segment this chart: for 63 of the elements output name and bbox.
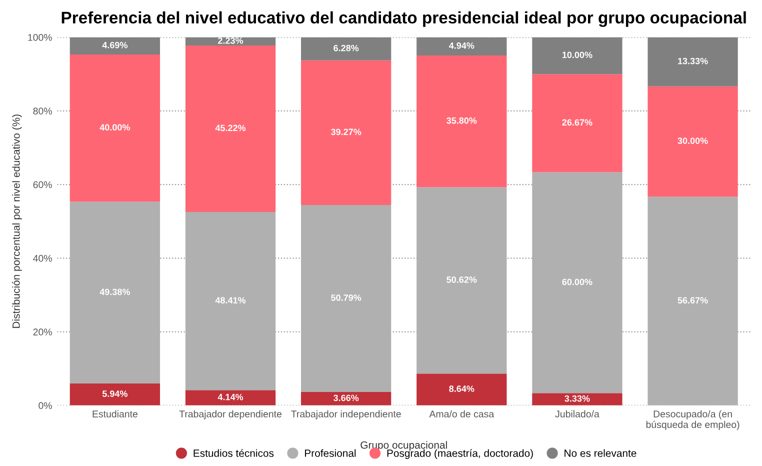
data-label: 4.69% xyxy=(102,42,128,48)
data-label: 3.66% xyxy=(333,394,359,402)
data-label: 5.94% xyxy=(102,390,128,397)
x-tick-label: Desocupado/a (en búsqueda de empleo) xyxy=(646,410,740,430)
bar xyxy=(70,202,160,384)
x-tick-label: Trabajador independiente xyxy=(291,410,401,420)
bar xyxy=(70,54,160,202)
legend-label: No es relevante xyxy=(564,449,636,457)
bar xyxy=(301,60,392,205)
data-label: 60.00% xyxy=(562,278,592,286)
x-tick-label: Jubilado/a xyxy=(555,410,600,418)
data-label: 50.62% xyxy=(446,276,477,283)
x-tick-label: Trabajador dependiente xyxy=(179,410,282,420)
bar xyxy=(301,392,392,406)
legend-label: Posgrado (maestría, doctorado) xyxy=(387,449,533,459)
data-label: 35.80% xyxy=(446,117,477,124)
bar xyxy=(648,196,738,406)
x-tick-label: Estudiante xyxy=(92,410,138,418)
data-label: 13.33% xyxy=(678,58,708,64)
legend-label: Estudios técnicos xyxy=(194,449,274,457)
data-label: 4.14% xyxy=(218,394,244,400)
data-label: 56.67% xyxy=(678,297,708,304)
data-label: 30.00% xyxy=(678,138,708,144)
bar xyxy=(301,204,392,392)
data-label: 8.64% xyxy=(449,386,474,392)
y-tick-label: 100% xyxy=(28,34,52,41)
bar xyxy=(416,55,507,188)
bar xyxy=(185,212,276,390)
y-tick-label: 0% xyxy=(38,402,52,410)
legend-label: Profesional xyxy=(305,449,356,457)
bar xyxy=(70,37,160,55)
bar xyxy=(532,393,622,406)
data-label: 4.94% xyxy=(448,42,474,49)
data-label: 3.33% xyxy=(564,395,590,402)
bar xyxy=(648,86,738,197)
bar xyxy=(70,384,160,406)
data-label: 39.27% xyxy=(330,128,362,136)
bar xyxy=(301,37,392,60)
data-label: 2.23% xyxy=(218,37,244,44)
bar xyxy=(416,374,507,406)
y-axis-title: Distribución porcentual por nivel educativo (%) xyxy=(12,114,22,328)
bar xyxy=(532,37,622,74)
data-label: 10.00% xyxy=(562,52,592,58)
bar xyxy=(416,187,507,374)
bar xyxy=(648,37,738,86)
bar xyxy=(185,45,276,212)
x-tick-label: Ama/o de casa xyxy=(429,410,494,418)
data-label: 26.67% xyxy=(562,119,592,126)
y-tick-label: 40% xyxy=(33,254,52,262)
data-label: 50.79% xyxy=(331,294,362,301)
bar xyxy=(532,172,622,394)
bar xyxy=(532,74,622,172)
y-tick-label: 60% xyxy=(33,181,52,188)
bar xyxy=(185,390,276,406)
y-tick-label: 80% xyxy=(33,108,52,115)
data-label: 48.41% xyxy=(215,297,246,304)
data-label: 45.22% xyxy=(215,124,246,132)
chart-title: Preferencia del nivel educativo del candidato presidencial ideal por grupo ocupacional xyxy=(62,11,746,27)
data-label: 49.38% xyxy=(100,288,130,296)
bar xyxy=(416,37,507,56)
data-label: 6.28% xyxy=(334,44,359,52)
data-label: 40.00% xyxy=(100,124,130,131)
y-tick-label: 20% xyxy=(33,328,52,336)
